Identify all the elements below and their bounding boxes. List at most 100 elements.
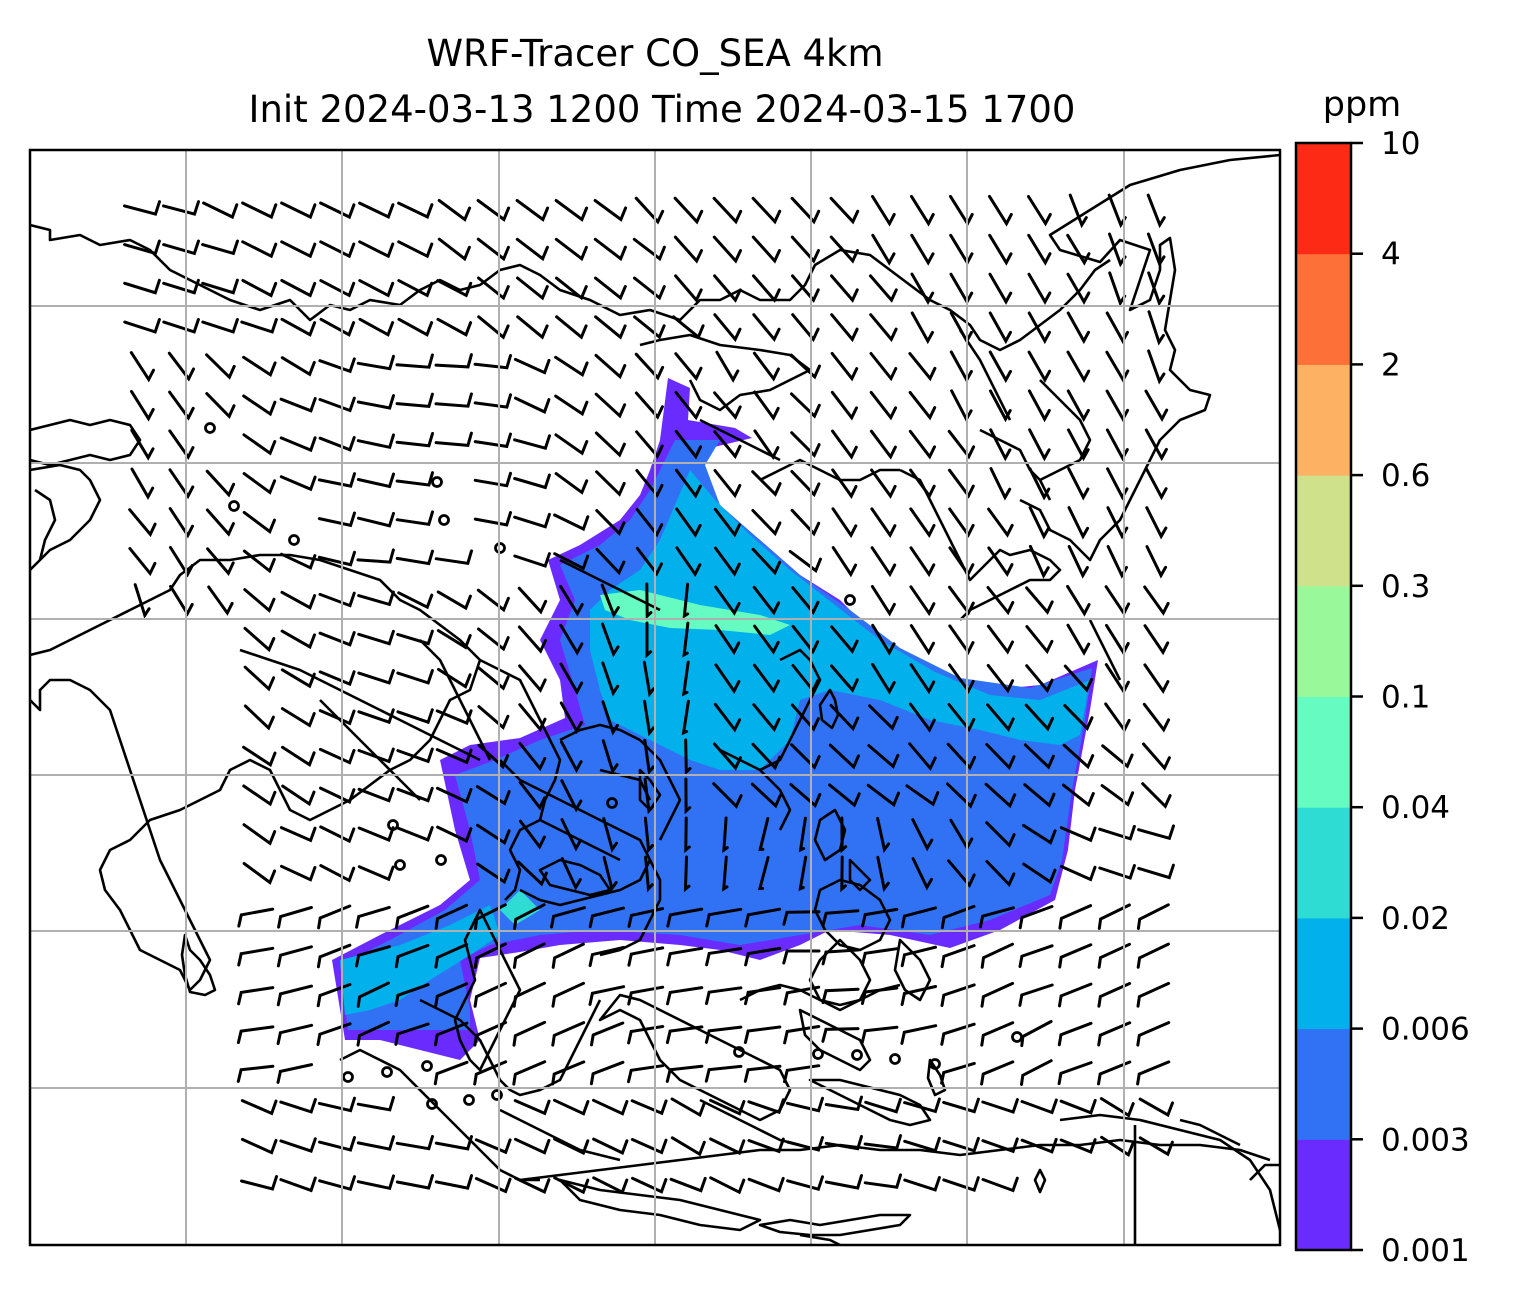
wind-barb-icon [1066, 233, 1091, 266]
wind-barb-icon [753, 390, 780, 421]
wind-barb-icon [237, 946, 275, 967]
wind-barb-icon [631, 1176, 668, 1194]
wind-barb-icon [674, 352, 703, 382]
wind-barb-icon [1145, 545, 1168, 579]
wind-barb-icon [1027, 233, 1052, 266]
wind-barb-icon [394, 904, 430, 930]
wind-barb-icon [476, 237, 510, 262]
wind-barb-icon [397, 591, 434, 610]
wind-barb-icon [397, 201, 434, 219]
wind-barb-icon [721, 855, 729, 892]
wind-barb-icon [752, 585, 781, 616]
wind-barb-icon [627, 985, 665, 1006]
wind-barb-icon [243, 665, 276, 692]
wind-barb-icon [358, 240, 395, 259]
wind-barb-icon [830, 625, 859, 654]
wind-barb-icon [280, 629, 316, 650]
colorbar-tick-label: 0.001 [1381, 1233, 1470, 1269]
wind-barb-icon [900, 1024, 938, 1045]
wind-barb-icon [744, 907, 782, 928]
wind-barb-icon [1146, 232, 1166, 268]
wind-barb-icon [870, 546, 897, 578]
wind-barb-icon [1058, 982, 1093, 1008]
wind-barb-icon [714, 624, 741, 656]
wind-barb-icon [279, 1137, 317, 1153]
wind-barb-icon [123, 278, 161, 295]
wind-barb-icon [1097, 903, 1131, 930]
wind-barb-icon [1059, 826, 1097, 843]
wind-barb-icon [319, 864, 356, 883]
wind-barb-icon [276, 984, 313, 1007]
wind-barb-icon [635, 507, 664, 538]
wind-barb-icon [553, 1137, 590, 1156]
wind-barb-icon [743, 1025, 782, 1044]
wind-barb-icon [513, 903, 546, 930]
wind-barb-icon [518, 742, 547, 772]
wind-barb-icon [130, 389, 155, 422]
wind-barb-icon [1020, 1020, 1053, 1048]
wind-barb-icon [948, 585, 975, 616]
wind-barb-icon [1138, 1136, 1174, 1157]
wind-barb-icon [1097, 1021, 1132, 1047]
wind-barb-icon [1136, 981, 1171, 1008]
wind-barb-icon [559, 584, 584, 617]
wind-barb-icon [1020, 1137, 1058, 1154]
wind-barb-icon [1058, 904, 1093, 930]
colorbar-tick-label: 0.3 [1381, 569, 1430, 605]
wind-barb-icon [513, 1099, 551, 1116]
wind-barb-icon [942, 1097, 980, 1114]
colorbar-tick-label: 0.003 [1381, 1122, 1470, 1158]
wind-barb-icon [318, 1136, 356, 1152]
wind-barb-icon [713, 274, 742, 303]
wind-barb-icon [1058, 943, 1093, 969]
wind-barb-icon [911, 818, 934, 852]
wind-barb-icon [592, 1176, 629, 1195]
wind-barb-icon [1027, 389, 1051, 423]
wind-barb-icon [1138, 1097, 1174, 1118]
wind-barb-icon [713, 702, 742, 733]
wind-barb-icon [630, 1138, 668, 1155]
wind-barb-icon [752, 313, 781, 343]
wind-barb-icon [830, 664, 859, 693]
wind-barb-icon [948, 624, 975, 656]
colorbar-tick-label: 0.1 [1381, 680, 1430, 716]
wind-barb-icon [635, 430, 664, 459]
wind-barb-icon [747, 1137, 785, 1154]
wind-barb-icon [551, 981, 585, 1008]
wind-barb-icon [162, 239, 200, 256]
wind-barb-icon [1018, 983, 1054, 1007]
wind-barb-icon [129, 351, 155, 383]
wind-barb-icon [643, 738, 655, 776]
wind-barb-icon [358, 279, 395, 298]
wind-barb-icon [989, 389, 1012, 423]
wind-barb-icon [948, 546, 975, 578]
wind-barb-icon [396, 708, 434, 725]
wind-barb-icon [437, 667, 472, 689]
wind-barb-icon [473, 511, 512, 527]
wind-barb-icon [666, 946, 704, 967]
wind-barb-icon [910, 233, 935, 266]
wind-barb-icon [513, 512, 551, 529]
wind-barb-icon [988, 233, 1013, 266]
wind-barb-icon [635, 546, 663, 577]
wind-barb-icon [909, 585, 936, 617]
wind-barb-icon [876, 855, 890, 893]
wind-barb-icon [634, 352, 665, 381]
wind-barb-icon [722, 816, 729, 854]
wind-barb-icon [712, 196, 743, 225]
wind-barb-icon [674, 274, 703, 303]
wind-barb-icon [831, 507, 858, 539]
wind-barb-icon [436, 317, 473, 337]
wind-barb-icon [645, 621, 653, 659]
circle-icon [381, 1066, 393, 1078]
wind-barb-icon [358, 317, 395, 337]
wind-barb-icon [357, 786, 395, 803]
wind-barb-icon [1067, 545, 1089, 579]
wind-barb-icon [783, 1064, 821, 1084]
wind-barb-icon [643, 777, 655, 815]
wind-barb-icon [434, 549, 473, 565]
wind-barb-icon [684, 816, 691, 854]
wind-barb-icon [589, 1060, 625, 1086]
wind-barb-icon [909, 546, 936, 578]
wind-barb-icon [1098, 864, 1136, 880]
